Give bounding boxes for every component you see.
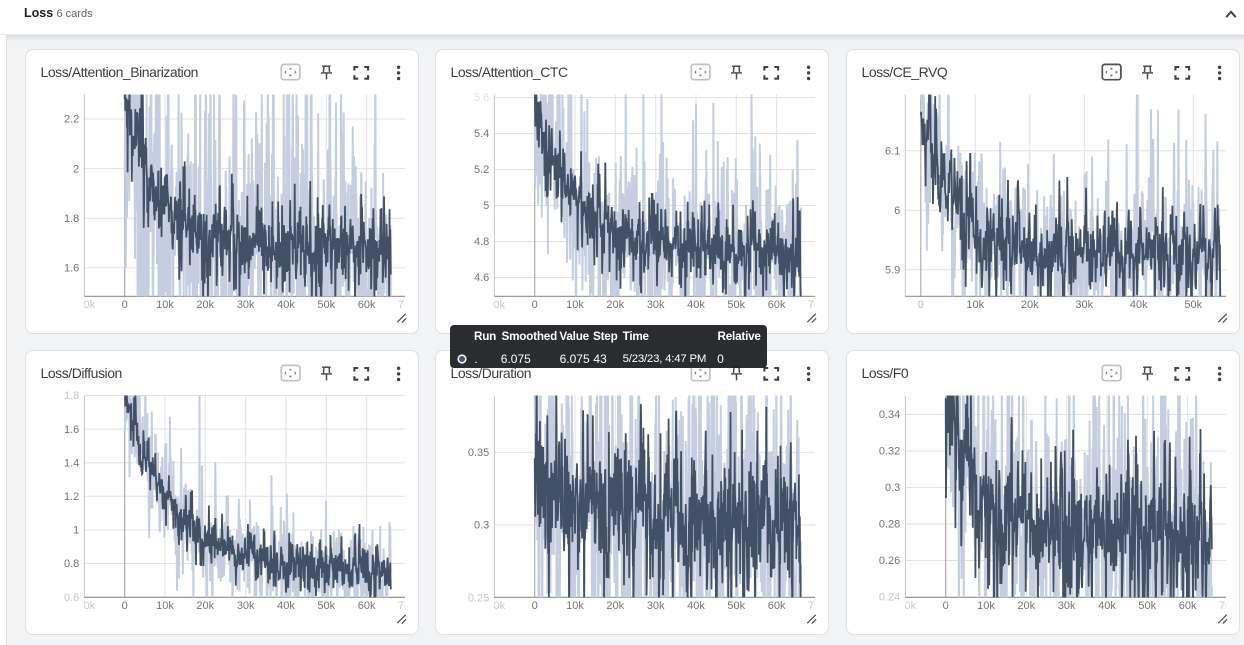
svg-text:40k: 40k: [687, 600, 705, 612]
svg-text:-10k: -10k: [73, 600, 95, 612]
svg-text:1.6: 1.6: [64, 263, 79, 275]
svg-text:0.26: 0.26: [879, 555, 900, 567]
svg-text:40k: 40k: [277, 600, 295, 612]
svg-text:0: 0: [531, 600, 537, 612]
svg-text:60k: 60k: [767, 600, 785, 612]
svg-text:50k: 50k: [727, 299, 745, 311]
svg-text:20k: 20k: [1017, 600, 1035, 612]
svg-text:10k: 10k: [977, 600, 995, 612]
svg-text:0.3: 0.3: [885, 482, 900, 494]
svg-text:Loss/F0: Loss/F0: [862, 365, 909, 381]
svg-text:60k: 60k: [357, 600, 375, 612]
svg-text:10k: 10k: [966, 299, 984, 311]
svg-text:6.1: 6.1: [885, 145, 900, 157]
svg-text:5: 5: [483, 200, 489, 212]
svg-text:0: 0: [531, 299, 537, 311]
svg-text:0.35: 0.35: [468, 447, 489, 459]
svg-text:1.2: 1.2: [64, 491, 79, 503]
svg-text:1.6: 1.6: [64, 424, 79, 436]
svg-text:Loss/CE_RVQ: Loss/CE_RVQ: [862, 64, 948, 80]
svg-text:5.9: 5.9: [885, 264, 900, 276]
svg-text:20k: 20k: [196, 600, 214, 612]
svg-text:10k: 10k: [156, 299, 174, 311]
svg-text:30k: 30k: [236, 299, 254, 311]
svg-text:0: 0: [121, 299, 127, 311]
svg-text:30k: 30k: [647, 600, 665, 612]
svg-text:0.34: 0.34: [879, 409, 900, 421]
svg-text:4.8: 4.8: [474, 236, 489, 248]
svg-text:30k: 30k: [1075, 299, 1093, 311]
svg-text:30k: 30k: [1058, 600, 1076, 612]
svg-text:70k: 70k: [808, 299, 826, 311]
svg-text:4.6: 4.6: [474, 272, 489, 284]
svg-text:5.2: 5.2: [474, 164, 489, 176]
svg-text:20k: 20k: [196, 299, 214, 311]
svg-text:20k: 20k: [606, 600, 624, 612]
svg-text:70k: 70k: [398, 600, 416, 612]
svg-text:5.6: 5.6: [474, 92, 489, 104]
svg-text:50k: 50k: [317, 600, 335, 612]
svg-text:10k: 10k: [566, 600, 584, 612]
svg-text:0.28: 0.28: [879, 519, 900, 531]
svg-text:20k: 20k: [1021, 299, 1039, 311]
svg-text:50k: 50k: [1184, 299, 1202, 311]
svg-text:40k: 40k: [1130, 299, 1148, 311]
svg-text:Loss/Diffusion: Loss/Diffusion: [40, 365, 121, 381]
svg-text:0.25: 0.25: [468, 592, 489, 604]
svg-text:6: 6: [894, 205, 900, 217]
svg-text:0.24: 0.24: [879, 592, 900, 604]
svg-text:-10k: -10k: [483, 600, 505, 612]
svg-text:70k: 70k: [1219, 600, 1237, 612]
svg-text:-10k: -10k: [483, 299, 505, 311]
svg-text:5.4: 5.4: [474, 128, 489, 140]
svg-text:Loss/Attention_Binarization: Loss/Attention_Binarization: [40, 64, 198, 80]
svg-text:1.8: 1.8: [64, 390, 79, 402]
svg-text:50k: 50k: [727, 600, 745, 612]
svg-text:50k: 50k: [1138, 600, 1156, 612]
svg-text:0.32: 0.32: [879, 446, 900, 458]
svg-text:40k: 40k: [277, 299, 295, 311]
svg-text:50k: 50k: [317, 299, 335, 311]
svg-text:0.8: 0.8: [64, 558, 79, 570]
svg-text:0.6: 0.6: [64, 592, 79, 604]
svg-text:10k: 10k: [566, 299, 584, 311]
svg-text:40k: 40k: [687, 299, 705, 311]
svg-text:60k: 60k: [357, 299, 375, 311]
svg-text:2: 2: [73, 163, 79, 175]
svg-text:2.2: 2.2: [64, 114, 79, 126]
svg-text:1.4: 1.4: [64, 457, 79, 469]
svg-text:70k: 70k: [398, 299, 416, 311]
svg-text:60k: 60k: [1179, 600, 1197, 612]
svg-text:0: 0: [918, 299, 924, 311]
svg-text:30k: 30k: [236, 600, 254, 612]
svg-text:40k: 40k: [1098, 600, 1116, 612]
svg-text:-10k: -10k: [895, 600, 917, 612]
svg-text:0: 0: [121, 600, 127, 612]
svg-text:-10k: -10k: [73, 299, 95, 311]
svg-text:60k: 60k: [767, 299, 785, 311]
svg-text:1.8: 1.8: [64, 213, 79, 225]
svg-text:Loss/Duration: Loss/Duration: [450, 365, 531, 381]
svg-text:30k: 30k: [647, 299, 665, 311]
svg-text:1: 1: [73, 525, 79, 537]
svg-text:70k: 70k: [808, 600, 826, 612]
svg-text:0.3: 0.3: [474, 520, 489, 532]
svg-text:0: 0: [943, 600, 949, 612]
svg-text:20k: 20k: [606, 299, 624, 311]
svg-text:10k: 10k: [156, 600, 174, 612]
svg-text:Loss/Attention_CTC: Loss/Attention_CTC: [450, 64, 568, 80]
